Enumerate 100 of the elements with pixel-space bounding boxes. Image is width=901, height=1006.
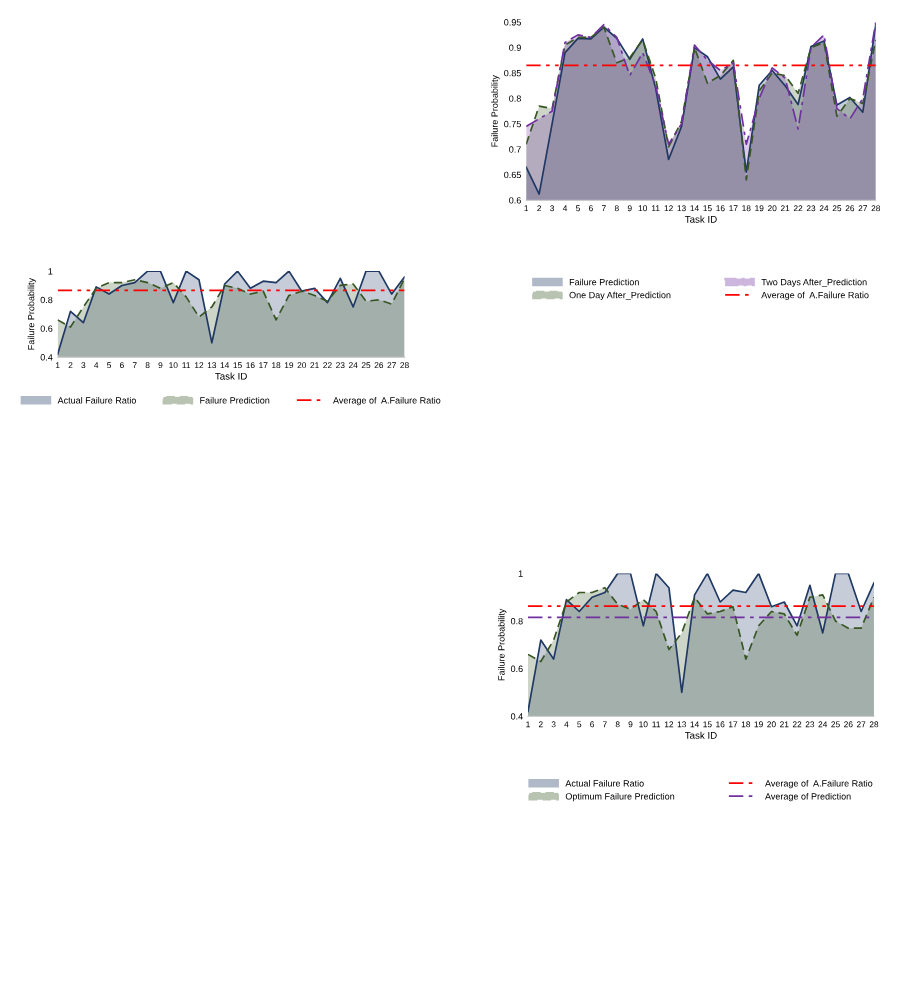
x-tick-label: 6 (120, 362, 124, 369)
x-tick-label: 5 (577, 721, 582, 728)
x-tick-label: 23 (805, 721, 815, 728)
x-tick-label: 26 (844, 721, 853, 728)
x-tick-label: 3 (81, 362, 86, 369)
x-tick-label: 5 (575, 205, 580, 212)
legend-label: Actual Failure Ratio (565, 779, 644, 787)
x-axis-title: Task ID (684, 731, 717, 739)
x-tick-label: 2 (538, 721, 543, 728)
x-tick-label: 7 (601, 205, 606, 212)
x-tick-label: 14 (220, 362, 230, 369)
y-tick-label: 0.4 (40, 354, 53, 361)
x-tick-label: 20 (297, 362, 307, 369)
x-tick-label: 9 (158, 362, 163, 369)
y-tick-label: 0.75 (504, 120, 521, 128)
x-tick-label: 5 (107, 362, 112, 369)
x-tick-label: 13 (207, 362, 217, 369)
x-tick-label: 23 (806, 205, 816, 212)
legend-label: Failure Prediction (569, 278, 639, 286)
x-tick-label: 6 (590, 721, 595, 728)
y-tick-label: 0.85 (504, 69, 521, 77)
x-tick-label: 9 (628, 721, 633, 728)
x-tick-label: 8 (614, 205, 619, 212)
x-tick-label: 18 (741, 721, 751, 728)
x-tick-label: 17 (729, 205, 738, 212)
x-tick-label: 8 (615, 721, 620, 728)
legend-label: One Day After_Prediction (569, 291, 671, 301)
x-tick-label: 11 (652, 721, 661, 728)
x-tick-label: 2 (68, 362, 73, 369)
x-tick-label: 24 (818, 721, 828, 728)
y-tick-label: 0.6 (40, 325, 53, 332)
x-tick-label: 24 (819, 205, 829, 212)
y-tick-label: 0.8 (510, 618, 523, 625)
x-tick-label: 3 (551, 721, 556, 728)
x-tick-label: 24 (348, 362, 358, 369)
x-tick-label: 11 (182, 362, 191, 369)
x-tick-label: 26 (374, 362, 384, 369)
x-tick-label: 11 (651, 205, 660, 212)
y-axis-title: Failure Probability (27, 278, 37, 350)
x-tick-label: 21 (780, 205, 790, 212)
x-tick-label: 1 (55, 362, 60, 369)
legend-label: Average of A.Failure Ratio (333, 396, 441, 406)
x-tick-label: 17 (259, 362, 268, 369)
x-tick-label: 1 (524, 205, 529, 212)
x-tick-label: 10 (639, 721, 648, 728)
x-tick-label: 25 (832, 205, 842, 212)
x-tick-label: 28 (400, 362, 409, 369)
y-tick-label: 0.8 (40, 296, 53, 304)
x-tick-label: 9 (627, 205, 632, 212)
x-tick-label: 15 (703, 721, 712, 728)
y-tick-label: 0.6 (509, 197, 521, 204)
y-tick-label: 0.6 (510, 665, 523, 673)
x-tick-label: 25 (361, 362, 371, 369)
x-tick-label: 8 (145, 362, 150, 369)
x-tick-label: 22 (792, 721, 802, 728)
legend-label: Average of A.Failure Ratio (761, 291, 869, 301)
y-tick-label: 0.4 (510, 713, 523, 720)
x-tick-label: 19 (754, 721, 763, 728)
legend-label: Actual Failure Ratio (57, 396, 136, 404)
legend-label: Failure Prediction (200, 396, 270, 404)
y-tick-label: 0.7 (509, 146, 521, 153)
x-tick-label: 1 (526, 721, 530, 728)
x-tick-label: 19 (755, 205, 764, 212)
x-tick-label: 14 (690, 205, 699, 212)
x-tick-label: 16 (716, 205, 725, 212)
x-tick-label: 27 (387, 362, 396, 369)
x-tick-label: 4 (562, 205, 568, 212)
x-tick-label: 14 (690, 721, 699, 728)
x-tick-label: 7 (602, 721, 607, 728)
x-tick-label: 26 (845, 205, 855, 212)
x-tick-label: 4 (564, 721, 569, 728)
x-tick-label: 10 (638, 205, 648, 212)
x-tick-label: 13 (677, 721, 687, 728)
x-tick-label: 7 (132, 362, 137, 369)
x-tick-label: 21 (310, 362, 319, 369)
x-tick-label: 18 (272, 362, 281, 369)
x-tick-label: 12 (194, 362, 204, 369)
x-tick-label: 17 (729, 721, 738, 728)
x-tick-label: 15 (703, 205, 712, 212)
x-tick-label: 13 (677, 205, 686, 212)
y-axis-title: Failure Probability (497, 608, 507, 681)
x-tick-label: 28 (869, 721, 879, 728)
x-tick-label: 16 (716, 721, 725, 728)
y-tick-label: 1 (518, 570, 523, 577)
y-tick-label: 0.95 (504, 19, 521, 26)
x-tick-label: 25 (831, 721, 840, 728)
x-tick-label: 21 (780, 721, 789, 728)
x-tick-label: 6 (589, 205, 593, 212)
legend-label: Optimum Failure Prediction (565, 792, 675, 802)
legend-label: Average of Prediction (765, 792, 851, 802)
x-tick-label: 22 (793, 205, 803, 212)
x-tick-label: 19 (284, 362, 294, 369)
x-tick-label: 15 (233, 362, 242, 369)
x-axis-title: Task ID (215, 372, 247, 380)
y-tick-label: 0.9 (509, 44, 521, 51)
x-tick-label: 12 (664, 205, 673, 212)
x-tick-label: 20 (767, 721, 776, 728)
y-axis-title: Failure Probability (491, 75, 500, 147)
x-tick-label: 18 (742, 205, 751, 212)
x-tick-label: 23 (336, 362, 345, 369)
